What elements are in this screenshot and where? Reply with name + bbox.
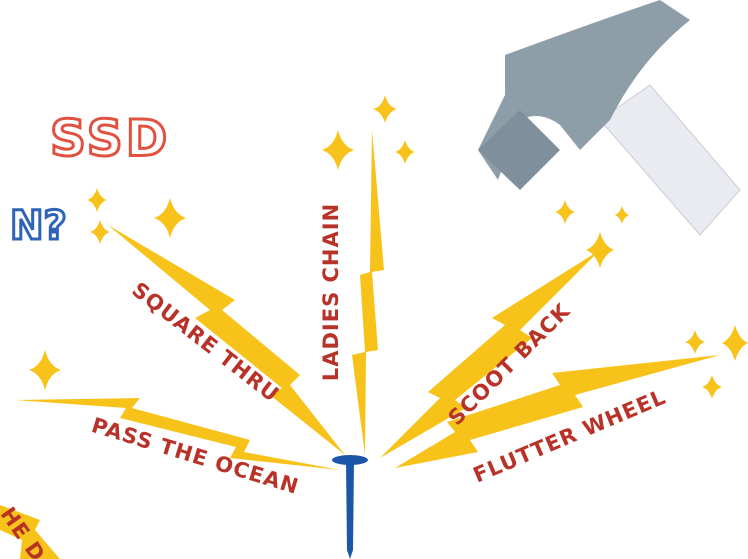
nail — [332, 455, 368, 559]
sparkle — [555, 200, 575, 224]
hammer — [478, 0, 740, 235]
sparkle — [615, 206, 629, 224]
ray-label: LADIES CHAIN — [319, 203, 343, 381]
sparkle — [586, 232, 614, 268]
sparkle — [395, 140, 415, 164]
bolts — [0, 130, 720, 559]
sparkle — [373, 95, 397, 123]
sparkle — [154, 198, 186, 238]
subtitle: N? — [10, 203, 67, 249]
sparkle — [87, 188, 107, 212]
sparkle — [29, 350, 61, 390]
sparkle — [90, 220, 110, 244]
sparkle — [322, 130, 354, 170]
illustration: SSD N? SQUARE THRU LADIES CHAIN — [0, 0, 748, 559]
sparkle — [685, 330, 705, 354]
ray-label: HE D — [0, 503, 50, 559]
sparkle — [702, 375, 722, 399]
title: SSD — [50, 110, 170, 168]
sparkle — [722, 325, 748, 361]
bolt — [352, 130, 384, 455]
